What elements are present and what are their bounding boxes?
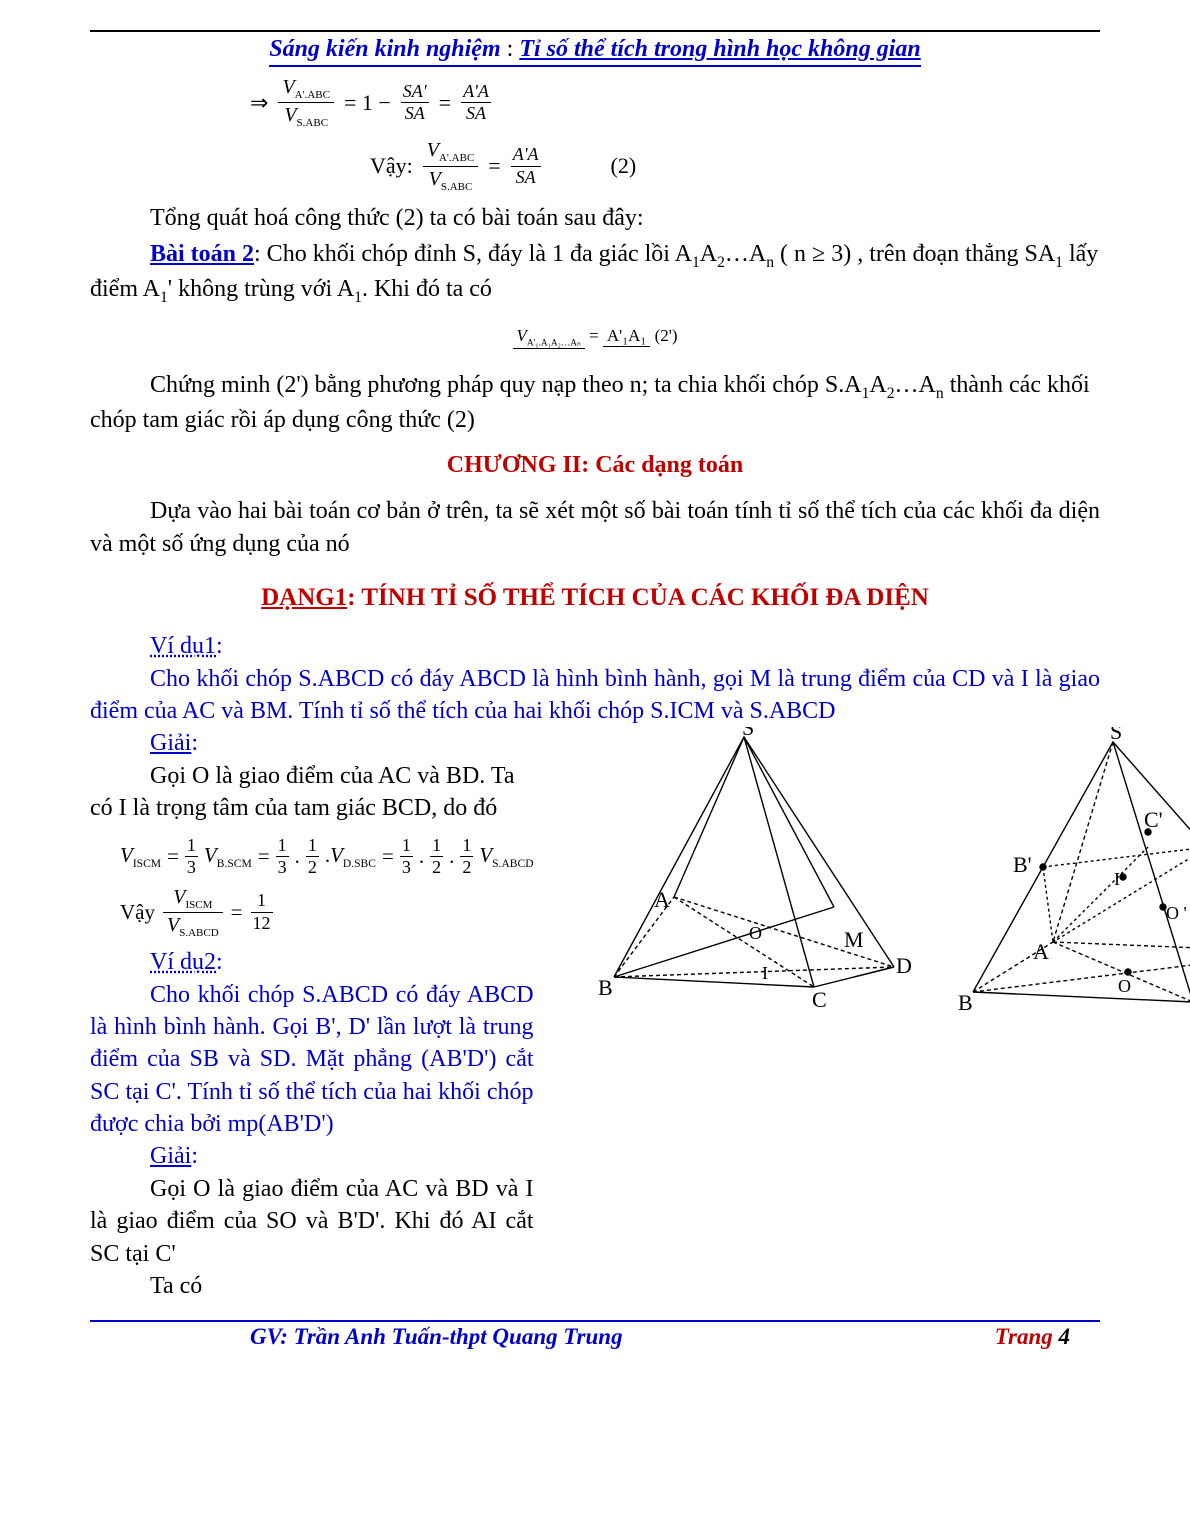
- svg-text:S: S: [742, 727, 754, 740]
- paragraph-generalize: Tổng quát hoá công thức (2) ta có bài to…: [90, 202, 1100, 234]
- header-colon: :: [501, 36, 520, 62]
- equation-1: ⇒ VA'.ABC VS.ABC = 1 − SA' SA = A'A SA: [250, 75, 1100, 130]
- vidu2-label: Ví dụ2: [150, 949, 216, 975]
- arrow-symbol: ⇒: [250, 90, 268, 116]
- paragraph-intro: Dựa vào hai bài toán cơ bản ở trên, ta s…: [90, 495, 1100, 560]
- vidu1-block: Ví dụ1: Cho khối chóp S.ABCD có đáy ABCD…: [90, 630, 1100, 727]
- equation-2prime: VA'₁.A₁A₂…Aₙ = A'₁A₁ (2'): [90, 326, 1100, 349]
- sol2-text: Gọi O là giao điểm của AC và BD và I là …: [90, 1173, 534, 1270]
- equation-viscm-result: Vậy VISCM VS.ABCD = 112: [120, 885, 534, 940]
- svg-text:B': B': [1013, 852, 1032, 877]
- svg-text:C: C: [812, 987, 827, 1012]
- svg-text:M: M: [844, 927, 864, 952]
- figure-1-pyramid: S A B C D M O I: [544, 727, 914, 1027]
- svg-text:A: A: [654, 887, 670, 912]
- figures-column: S A B C D M O I: [544, 727, 1190, 1032]
- sol1-text: Gọi O là giao điểm của AC và BD. Ta có I…: [90, 760, 534, 825]
- svg-text:I: I: [762, 963, 768, 983]
- svg-text:O: O: [1118, 976, 1131, 996]
- header-prefix: Sáng kiến kinh nghiệm: [269, 36, 500, 62]
- svg-text:D: D: [896, 953, 912, 978]
- svg-text:B: B: [958, 990, 973, 1015]
- footer-author: GV: Trần Anh Tuấn-thpt Quang Trung: [250, 1324, 623, 1350]
- svg-text:I: I: [1114, 869, 1120, 889]
- svg-text:O: O: [749, 923, 762, 943]
- svg-text:A: A: [1033, 939, 1049, 964]
- document-page: Sáng kiến kinh nghiệm : Tỉ số thể tích t…: [0, 0, 1190, 1540]
- vidu1-two-col: Giải: Gọi O là giao điểm của AC và BD. T…: [90, 727, 1100, 1302]
- dang1-label: DẠNG1: [261, 584, 347, 611]
- equation-2: Vậy: VA'.ABC VS.ABC = A'A SA (2): [370, 138, 1100, 193]
- vidu1-label: Ví dụ1: [150, 633, 216, 659]
- svg-text:C': C': [1144, 807, 1163, 832]
- footer-page: Trang 4: [995, 1324, 1070, 1350]
- svg-text:B: B: [598, 975, 613, 1000]
- figure-2-pyramid: S A B C D B' D' C' I O ' O: [918, 727, 1190, 1027]
- giai1-label: Giải: [150, 730, 191, 756]
- chapter-2-heading: CHƯƠNG II: Các dạng toán: [90, 452, 1100, 479]
- sol2b-text: Ta có: [90, 1270, 534, 1302]
- giai2-label: Giải: [150, 1143, 191, 1169]
- vidu1-text: Cho khối chóp S.ABCD có đáy ABCD là hình…: [90, 663, 1100, 728]
- page-header: Sáng kiến kinh nghiệm : Tỉ số thể tích t…: [90, 32, 1100, 67]
- equation-viscm: VISCM = 13 VB.SCM = 13 . 12 .VD.SBC = 13…: [120, 835, 534, 879]
- page-footer: GV: Trần Anh Tuấn-thpt Quang Trung Trang…: [90, 1322, 1100, 1350]
- dang1-heading: DẠNG1: TÍNH TỈ SỐ THỂ TÍCH CỦA CÁC KHỐI …: [90, 584, 1100, 612]
- bai-toan-2-label: Bài toán 2: [150, 241, 254, 267]
- vidu2-text: Cho khối chóp S.ABCD có đáy ABCD là hình…: [90, 979, 534, 1141]
- svg-text:O ': O ': [1166, 903, 1187, 923]
- paragraph-induction: Chứng minh (2') bằng phương pháp quy nạp…: [90, 369, 1100, 436]
- bai-toan-2: Bài toán 2: Cho khối chóp đỉnh S, đáy là…: [90, 238, 1100, 308]
- header-title-text: Tỉ số thể tích trong hình học không gian: [519, 36, 920, 62]
- svg-text:S: S: [1110, 727, 1122, 744]
